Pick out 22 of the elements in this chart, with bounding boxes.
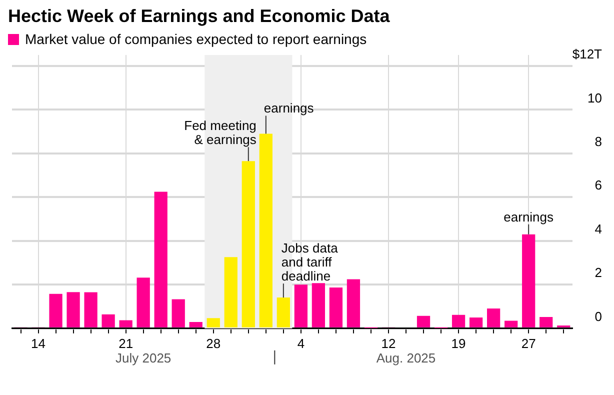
annotation: earnings [504,209,554,224]
x-tick-label: 12 [381,336,396,351]
annotation: Jobs data and tariff deadline [281,240,339,284]
legend-label: Market value of companies expected to report earnings [25,31,367,47]
x-tick-label: 21 [118,336,134,351]
annotation: Fed meeting & earnings [184,118,257,148]
x-tick-label: 28 [206,336,221,351]
x-tick-label: 19 [451,336,466,351]
x-tick-label: 4 [297,336,305,351]
x-tick-label: 14 [31,336,46,351]
text: July 2025 [116,350,172,366]
y-tick-label: 8 [594,134,602,149]
x-tick-label: 27 [521,336,536,351]
y-tick-label: 4 [594,221,602,236]
y-tick-label: $12T [572,46,602,62]
y-tick-label: 10 [588,90,602,106]
chart-title: Hectic Week of Earnings and Economic Data [8,6,391,27]
y-tick-label: 0 [594,308,602,324]
y-tick-label: 6 [594,178,602,193]
text: Aug. 2025 [376,350,436,366]
y-tick-label: 2 [594,265,602,280]
annotation: earnings [264,100,314,116]
